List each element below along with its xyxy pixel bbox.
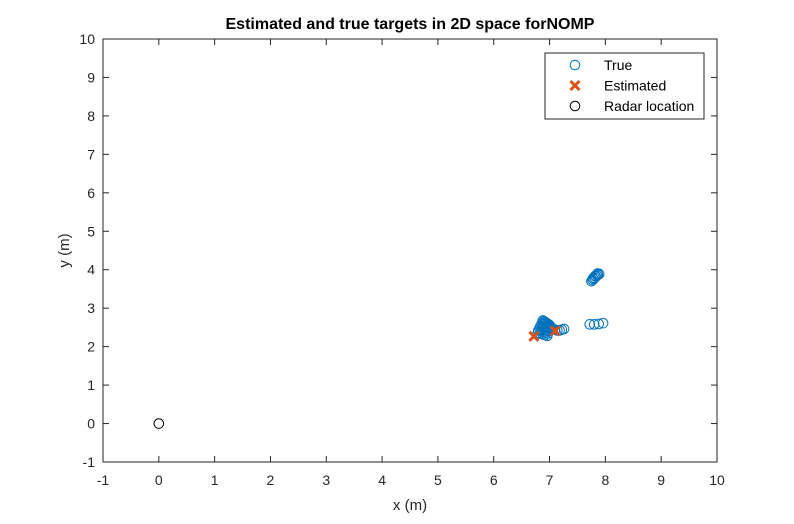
- estimated-point: [528, 330, 540, 342]
- legend-estimated-label: Estimated: [604, 78, 666, 94]
- true-point: [597, 317, 609, 329]
- axis-ticks: -1 0 1 2 3 4 5 6 7 8 9 10 -1 0 1 2 3 4 5 6 7 8 9 10: [79, 31, 725, 488]
- legend-box: [544, 52, 705, 120]
- true-point: [584, 319, 596, 330]
- x-tick-label: 10: [709, 472, 725, 488]
- true-point: [558, 323, 570, 335]
- y-tick-label: -1: [83, 454, 96, 470]
- radar-location-point: [153, 418, 165, 429]
- legend-true-marker: [569, 59, 581, 71]
- x-tick-label: 0: [155, 472, 163, 488]
- y-tick-label: 9: [87, 69, 95, 85]
- x-tick-label: 8: [601, 472, 609, 488]
- true-point: [588, 319, 600, 330]
- data-markers: [153, 268, 609, 429]
- true-point: [593, 318, 604, 330]
- legend-radar-location-marker: [569, 100, 581, 112]
- y-axis-label: y (m): [56, 233, 73, 267]
- true-point: [592, 268, 603, 279]
- x-tick-label: 2: [267, 472, 275, 488]
- y-tick-label: 3: [87, 300, 95, 316]
- chart-title: Estimated and true targets in 2D space f…: [226, 16, 595, 33]
- x-tick-label: 4: [378, 472, 386, 488]
- y-tick-label: 6: [87, 185, 95, 201]
- legend-estimated-marker: [569, 79, 581, 92]
- legend: True Estimated Radar location: [544, 52, 705, 120]
- true-point: [590, 270, 601, 282]
- x-tick-label: 3: [322, 472, 330, 488]
- y-tick-label: 7: [87, 146, 95, 162]
- y-tick-label: 5: [87, 223, 95, 239]
- y-tick-label: 0: [87, 416, 95, 432]
- x-tick-label: 7: [546, 472, 554, 488]
- y-tick-label: 1: [87, 377, 95, 393]
- y-tick-label: 10: [79, 31, 95, 47]
- legend-true-label: True: [604, 57, 632, 73]
- y-tick-label: 2: [87, 339, 95, 355]
- estimated-point: [549, 325, 561, 337]
- y-tick-label: 4: [87, 262, 95, 278]
- x-tick-label: 9: [657, 472, 665, 488]
- y-tick-label: 8: [87, 108, 95, 124]
- x-tick-label: 1: [211, 472, 219, 488]
- legend-radar-location-label: Radar location: [604, 98, 694, 114]
- x-tick-label: 5: [434, 472, 442, 488]
- x-tick-label: -1: [97, 472, 110, 488]
- x-tick-label: 6: [490, 472, 498, 488]
- x-axis-label: x (m): [393, 497, 427, 514]
